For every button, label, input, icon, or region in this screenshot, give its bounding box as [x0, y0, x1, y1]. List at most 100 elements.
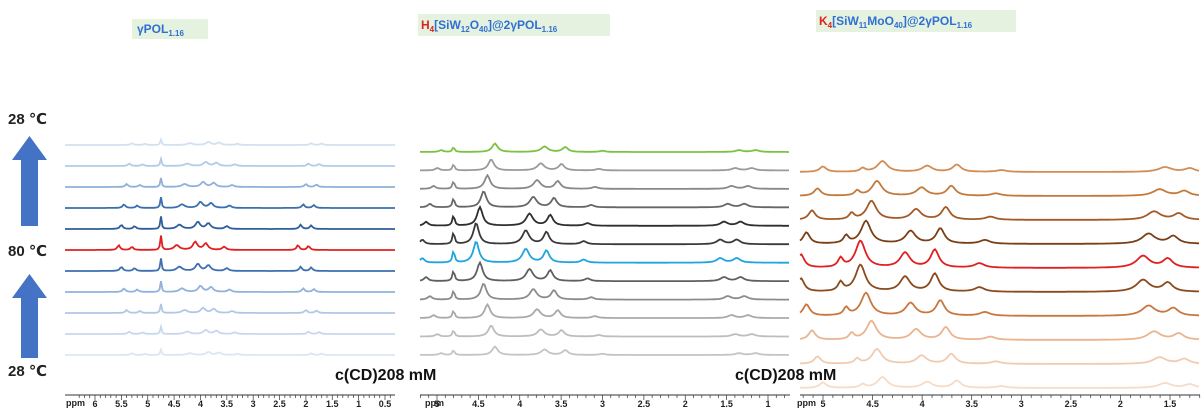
spectrum-trace: [799, 376, 1200, 389]
tick-label: 4.5: [168, 399, 181, 409]
title-part: 40: [894, 21, 903, 30]
spectrum-trace: [419, 205, 789, 227]
spectrum-trace: [65, 346, 395, 356]
title-bg: [418, 14, 610, 36]
spectrum-trace: [799, 348, 1200, 365]
spectrum-trace: [65, 258, 395, 272]
spectrum-trace: [419, 260, 789, 282]
title-part: 4: [828, 21, 833, 30]
tick-label: 2.5: [1065, 399, 1078, 409]
spectra: [419, 142, 789, 356]
spectrum-trace: [419, 173, 789, 190]
tick-label: 2: [1118, 399, 1123, 409]
tick-label: 3.5: [965, 399, 978, 409]
title-part: 11: [859, 21, 868, 30]
title-part: [SiW: [434, 18, 461, 32]
spectrum-trace: [420, 158, 789, 172]
spectra: [65, 136, 395, 356]
tick-label: 5.5: [115, 399, 128, 409]
title-part: 1.16: [168, 29, 184, 38]
spectra: [799, 160, 1200, 389]
tick-label: 4: [198, 399, 203, 409]
axis-unit: ppm: [425, 398, 444, 408]
tick-label: 6: [92, 399, 97, 409]
concentration-note: c(CD)208 mM: [735, 367, 836, 384]
panel-title: K4[SiW11MoO40]@2γPOL1.16: [819, 14, 973, 30]
axis-unit: ppm: [797, 398, 816, 408]
panel-title: γPOL1.16: [137, 22, 184, 38]
spectrum-trace: [420, 142, 789, 153]
title-part: O: [470, 18, 479, 32]
tick-label: 3: [1019, 399, 1024, 409]
tick-label: 3: [251, 399, 256, 409]
spectrum-trace: [419, 190, 789, 209]
title-part: γPOL: [137, 22, 168, 36]
spectrum-trace: [420, 345, 789, 356]
title-part: [SiW: [832, 14, 859, 28]
tick-label: 2: [303, 399, 308, 409]
spectrum-trace: [419, 222, 789, 246]
tick-label: 1.5: [720, 399, 733, 409]
title-part: K: [819, 14, 828, 28]
temperature-label: 28 ℃: [8, 363, 47, 380]
panel-title: H4[SiW12O40]@2γPOL1.16: [421, 18, 558, 34]
tick-label: 1.5: [1164, 399, 1177, 409]
tick-label: 1: [356, 399, 361, 409]
title-part: ]@2γPOL: [903, 14, 957, 28]
title-part: 4: [430, 25, 435, 34]
tick-label: 2.5: [273, 399, 286, 409]
spectrum-trace: [65, 216, 395, 230]
tick-label: 3.5: [555, 399, 568, 409]
spectrum-trace: [799, 319, 1200, 341]
title-bg: [132, 19, 208, 39]
tick-label: 5: [145, 399, 150, 409]
spectrum-trace: [65, 235, 395, 251]
spectrum-trace: [65, 281, 395, 293]
arrow: [12, 274, 47, 358]
tick-label: 4: [920, 399, 925, 409]
spectrum-trace: [799, 239, 1199, 269]
temperature-label: 80 ℃: [8, 243, 47, 260]
tick-label: 1: [765, 399, 770, 409]
axis-unit: ppm: [66, 398, 85, 408]
tick-label: 5: [434, 399, 439, 409]
spectrum-trace: [419, 324, 789, 338]
spectrum-trace: [799, 180, 1200, 197]
title-bg: [816, 10, 1016, 32]
spectrum-trace: [65, 155, 395, 167]
tick-label: 0.5: [379, 399, 392, 409]
concentration-note: c(CD)208 mM: [335, 367, 436, 384]
arrow: [12, 136, 47, 226]
spectrum-trace: [799, 291, 1199, 317]
tick-label: 4: [517, 399, 522, 409]
spectrum-trace: [799, 160, 1200, 173]
tick-label: 2: [683, 399, 688, 409]
title-part: MoO: [867, 14, 894, 28]
title-part: 1.16: [957, 21, 973, 30]
title-part: 40: [479, 25, 488, 34]
temperature-label: 28 ℃: [8, 111, 47, 128]
spectrum-trace: [799, 263, 1199, 293]
tick-label: 1.5: [326, 399, 339, 409]
spectrum-trace: [65, 323, 395, 335]
spectrum-trace: [65, 303, 395, 314]
title-part: H: [421, 18, 430, 32]
tick-label: 3.5: [221, 399, 234, 409]
tick-label: 4.5: [866, 399, 879, 409]
spectrum-trace: [419, 240, 789, 264]
spectrum-trace: [419, 283, 789, 301]
tick-label: 4.5: [472, 399, 485, 409]
title-part: ]@2γPOL: [488, 18, 542, 32]
tick-label: 2.5: [638, 399, 651, 409]
tick-label: 3: [600, 399, 605, 409]
title-part: 1.16: [542, 25, 558, 34]
spectrum-trace: [799, 199, 1200, 221]
spectrum-trace: [799, 219, 1199, 245]
spectrum-trace: [65, 197, 395, 209]
spectrum-trace: [65, 136, 395, 146]
spectrum-trace: [65, 177, 395, 188]
spectrum-trace: [420, 302, 789, 319]
tick-label: 5: [820, 399, 825, 409]
title-part: 12: [461, 25, 470, 34]
